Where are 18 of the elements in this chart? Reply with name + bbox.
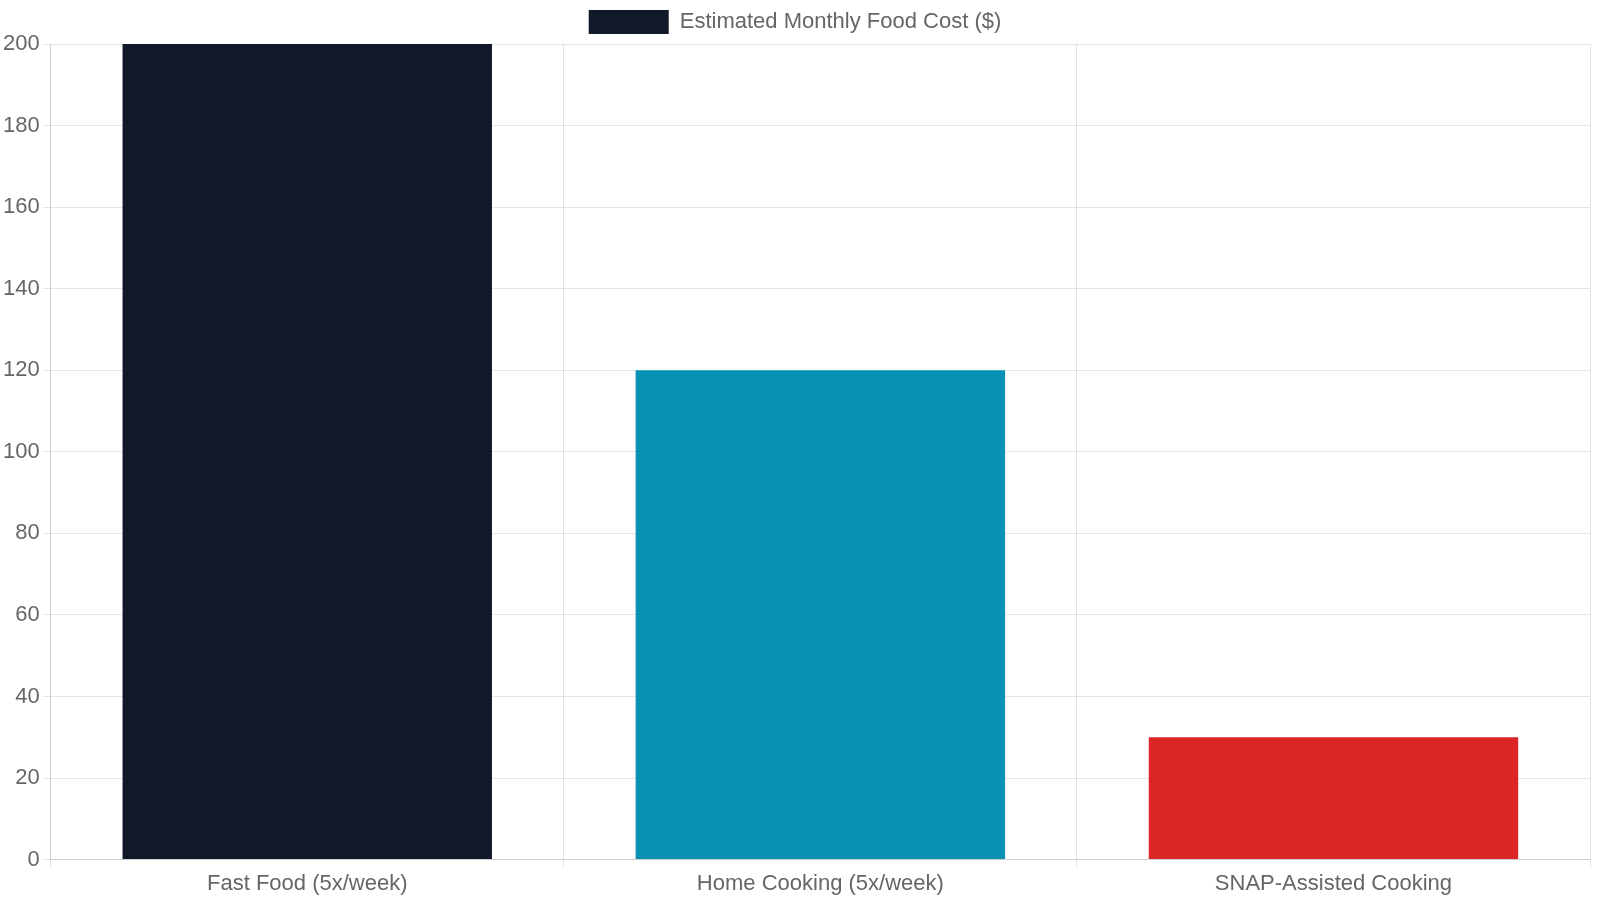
y-tick-label: 60 bbox=[15, 600, 40, 626]
y-tick-label: 160 bbox=[2, 193, 40, 219]
legend-label: Estimated Monthly Food Cost ($) bbox=[679, 8, 1002, 34]
y-tick-label: 100 bbox=[2, 437, 40, 463]
y-tick-label: 180 bbox=[2, 111, 40, 137]
bar bbox=[122, 44, 492, 860]
y-tick-label: 200 bbox=[2, 30, 40, 56]
y-tick-label: 0 bbox=[27, 845, 40, 871]
x-tick-label: SNAP-Assisted Cooking bbox=[1214, 869, 1453, 895]
x-tick-label: Fast Food (5x/week) bbox=[207, 869, 408, 895]
y-tick-label: 20 bbox=[15, 764, 40, 790]
x-tick-label: Home Cooking (5x/week) bbox=[696, 869, 944, 895]
y-tick-label: 120 bbox=[2, 356, 40, 382]
bar bbox=[1148, 737, 1519, 860]
y-tick-label: 140 bbox=[2, 274, 40, 300]
y-tick-label: 40 bbox=[15, 682, 40, 708]
y-tick-label: 80 bbox=[15, 519, 40, 545]
bar bbox=[635, 370, 1006, 860]
